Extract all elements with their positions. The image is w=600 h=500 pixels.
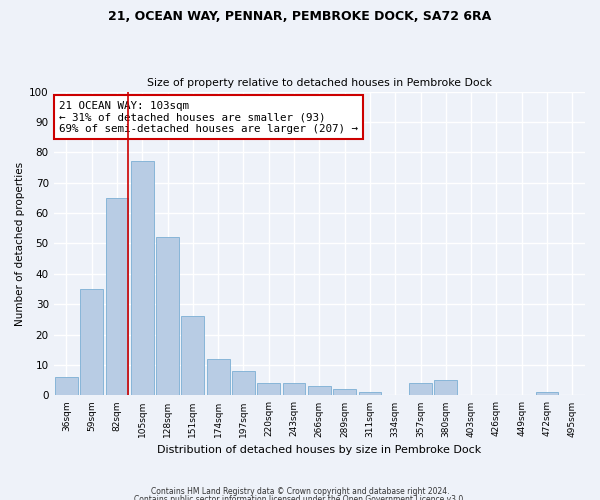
X-axis label: Distribution of detached houses by size in Pembroke Dock: Distribution of detached houses by size …	[157, 445, 481, 455]
Text: 21, OCEAN WAY, PENNAR, PEMBROKE DOCK, SA72 6RA: 21, OCEAN WAY, PENNAR, PEMBROKE DOCK, SA…	[109, 10, 491, 23]
Bar	[308, 386, 331, 396]
Bar	[409, 384, 432, 396]
Y-axis label: Number of detached properties: Number of detached properties	[15, 162, 25, 326]
Text: Contains public sector information licensed under the Open Government Licence v3: Contains public sector information licen…	[134, 495, 466, 500]
Bar	[283, 384, 305, 396]
Bar	[359, 392, 382, 396]
Bar	[434, 380, 457, 396]
Bar	[131, 162, 154, 396]
Bar	[536, 392, 559, 396]
Bar	[156, 238, 179, 396]
Bar	[181, 316, 204, 396]
Bar	[80, 289, 103, 396]
Bar	[106, 198, 128, 396]
Bar	[207, 359, 230, 396]
Text: Contains HM Land Registry data © Crown copyright and database right 2024.: Contains HM Land Registry data © Crown c…	[151, 488, 449, 496]
Text: 21 OCEAN WAY: 103sqm
← 31% of detached houses are smaller (93)
69% of semi-detac: 21 OCEAN WAY: 103sqm ← 31% of detached h…	[59, 100, 358, 134]
Bar	[232, 371, 255, 396]
Bar	[257, 384, 280, 396]
Title: Size of property relative to detached houses in Pembroke Dock: Size of property relative to detached ho…	[147, 78, 492, 88]
Bar	[55, 377, 77, 396]
Bar	[333, 390, 356, 396]
